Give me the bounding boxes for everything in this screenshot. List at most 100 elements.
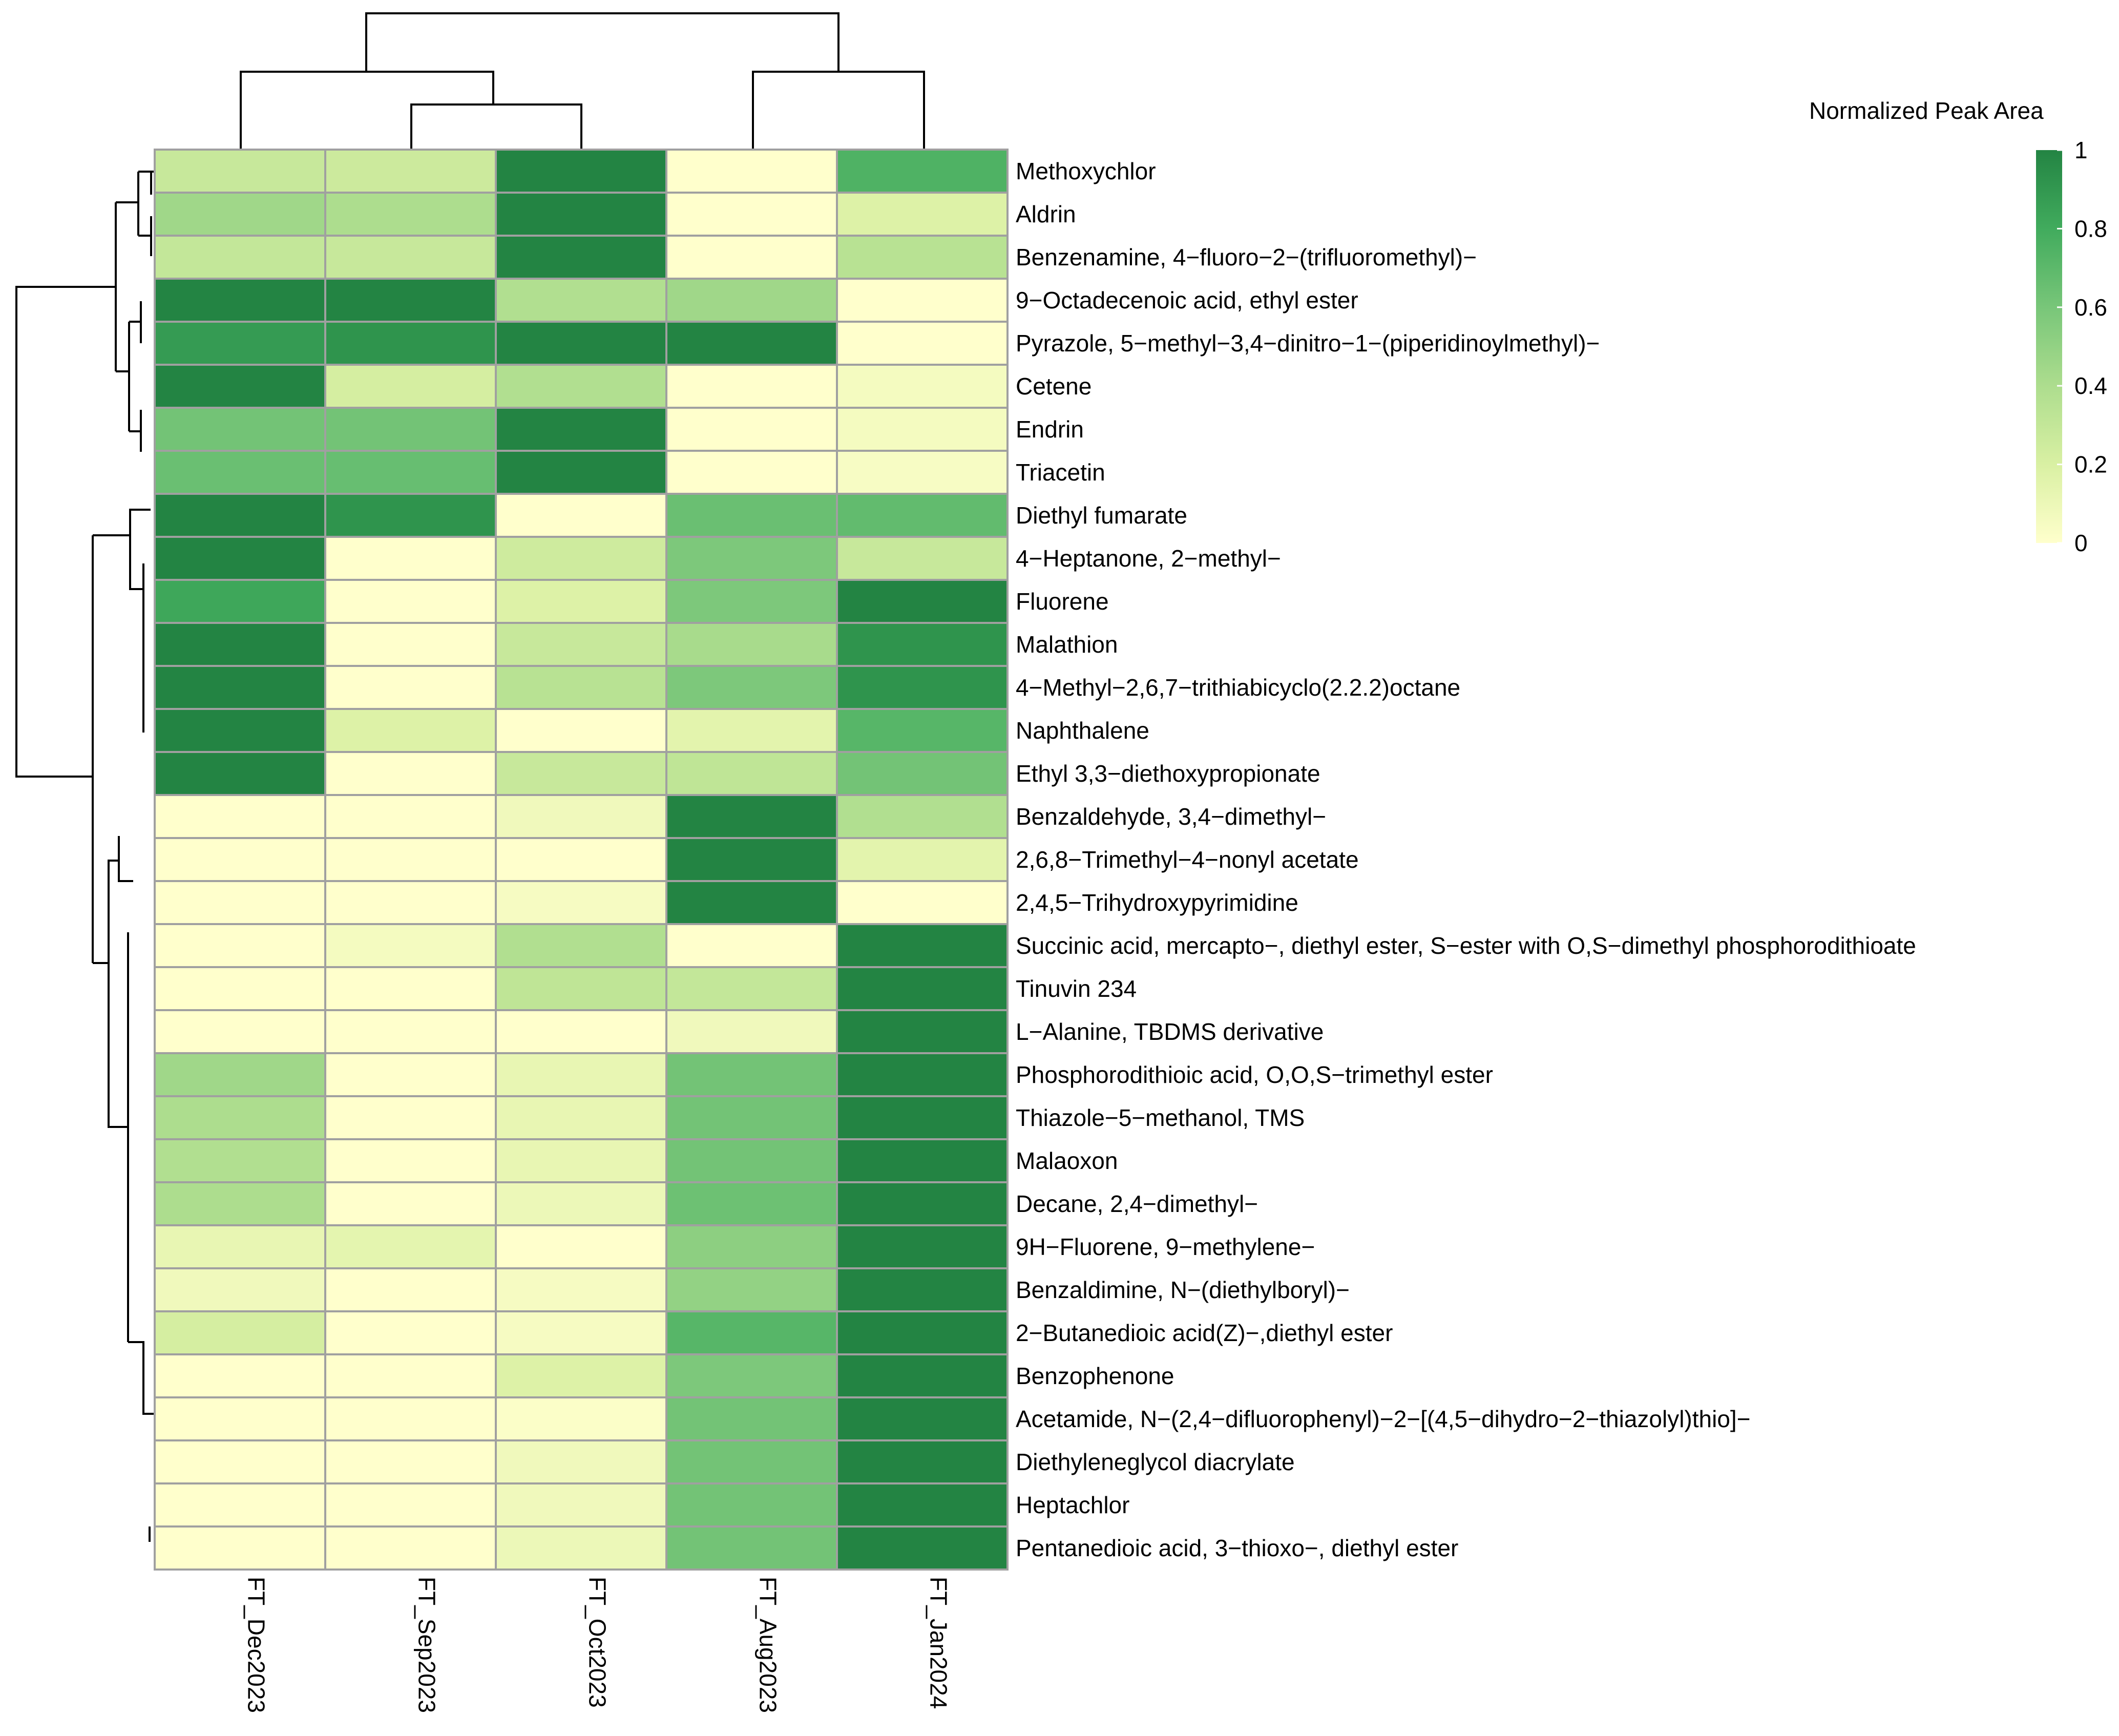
heatmap-cell [154, 450, 326, 495]
heatmap-cell [154, 493, 326, 538]
heatmap-cell [495, 235, 667, 280]
heatmap-cell [324, 665, 497, 710]
heatmap-cell [495, 665, 667, 710]
heatmap-cell [495, 321, 667, 366]
heatmap-cell [665, 794, 838, 839]
heatmap-cell [324, 235, 497, 280]
heatmap-cell [665, 235, 838, 280]
heatmap-cell [324, 1138, 497, 1183]
heatmap-cell [665, 364, 838, 409]
heatmap-cell [324, 493, 497, 538]
heatmap-cell [154, 1181, 326, 1226]
heatmap-cell [665, 192, 838, 237]
color-legend: Normalized Peak Area 1 0.8 0.6 0.4 0.2 0 [1809, 97, 2107, 556]
row-label: Succinic acid, mercapto−, diethyl ester,… [1016, 932, 1916, 959]
heatmap-cell [495, 278, 667, 323]
col-dendro-branch-left [240, 71, 494, 150]
heatmap-cell [665, 665, 838, 710]
row-label: 9H−Fluorene, 9−methylene− [1016, 1233, 1315, 1260]
heatmap-cell [154, 149, 326, 194]
heatmap-cell [324, 1181, 497, 1226]
heatmap-cell [836, 192, 1009, 237]
heatmap-cell [836, 1009, 1009, 1054]
row-dendro-a-sub [137, 171, 151, 237]
heatmap-cell [324, 450, 497, 495]
row-label: 2,6,8−Trimethyl−4−nonyl acetate [1016, 846, 1359, 873]
row-label: Aldrin [1016, 201, 1076, 227]
row-dendro-root [15, 286, 116, 778]
heatmap-cell [495, 1009, 667, 1054]
heatmap-cell [324, 1224, 497, 1269]
row-label: Pyrazole, 5−methyl−3,4−dinitro−1−(piperi… [1016, 330, 1600, 357]
row-label: Tinuvin 234 [1016, 975, 1137, 1002]
heatmap-cell [324, 622, 497, 667]
heatmap-cell [495, 192, 667, 237]
row-label: 2,4,5−Trihydroxypyrimidine [1016, 889, 1298, 916]
heatmap-cell [495, 1310, 667, 1355]
heatmap-cell [324, 837, 497, 882]
row-label: Triacetin [1016, 459, 1105, 486]
heatmap-cell [836, 1138, 1009, 1183]
heatmap-cell [836, 1052, 1009, 1097]
heatmap-cell [836, 837, 1009, 882]
legend-tick-label: 0.6 [2074, 294, 2107, 321]
heatmap-cell [324, 407, 497, 452]
heatmap-cell [665, 1439, 838, 1484]
heatmap-cell [324, 321, 497, 366]
heatmap-cell [324, 1482, 497, 1528]
heatmap-cell [495, 1052, 667, 1097]
heatmap-cell [836, 1525, 1009, 1571]
heatmap-cell [495, 1224, 667, 1269]
heatmap-cell [495, 450, 667, 495]
heatmap-cell [154, 794, 326, 839]
row-label: Fluorene [1016, 588, 1109, 615]
heatmap-cell [665, 1310, 838, 1355]
row-label: L−Alanine, TBDMS derivative [1016, 1018, 1324, 1045]
heatmap-cell [324, 923, 497, 968]
col-dendro-branch-right [752, 71, 925, 150]
heatmap-cell [495, 1181, 667, 1226]
heatmap-cell [324, 708, 497, 753]
heatmap-cell [154, 923, 326, 968]
heatmap-cell [495, 1138, 667, 1183]
row-label: Pentanedioic acid, 3−thioxo−, diethyl es… [1016, 1535, 1458, 1561]
heatmap-cell [154, 880, 326, 925]
heatmap-cell [495, 579, 667, 624]
row-dendro-mid-a [93, 534, 143, 590]
heatmap-cell [665, 1095, 838, 1140]
heatmap-cell [324, 1310, 497, 1355]
row-label: 2−Butanedioic acid(Z)−,diethyl ester [1016, 1320, 1393, 1346]
column-label: FT_Oct2023 [584, 1577, 611, 1708]
heatmap-cell [154, 665, 326, 710]
heatmap-cell [665, 149, 838, 194]
heatmap-cell [665, 966, 838, 1011]
heatmap-cell [154, 192, 326, 237]
legend-tick-label: 0.8 [2074, 215, 2107, 242]
row-label: Diethyleneglycol diacrylate [1016, 1449, 1295, 1475]
heatmap-cell [836, 1396, 1009, 1441]
heatmap-cell [836, 235, 1009, 280]
heatmap-cell [665, 708, 838, 753]
heatmap-cell [665, 751, 838, 796]
heatmap-cell [495, 923, 667, 968]
heatmap-cell [836, 708, 1009, 753]
heatmap-cell [836, 1095, 1009, 1140]
heatmap-cell [665, 1396, 838, 1441]
heatmap-cell [495, 149, 667, 194]
heatmap-cell [836, 1310, 1009, 1355]
heatmap-cell [836, 579, 1009, 624]
heatmap-cell [836, 321, 1009, 366]
row-dendro-bench [93, 860, 119, 964]
row-labels: Methoxychlor Aldrin Benzenamine, 4−fluoro−… [1016, 158, 1916, 1561]
heatmap-cell [154, 1525, 326, 1571]
heatmap-cell [154, 708, 326, 753]
heatmap-cell [324, 536, 497, 581]
heatmap-cell [154, 1353, 326, 1398]
heatmap-cell [154, 966, 326, 1011]
row-dendrogram [15, 171, 154, 1542]
heatmap-cell [836, 407, 1009, 452]
heatmap-cell [324, 149, 497, 194]
heatmap-cell [154, 1052, 326, 1097]
heatmap-cell [836, 278, 1009, 323]
